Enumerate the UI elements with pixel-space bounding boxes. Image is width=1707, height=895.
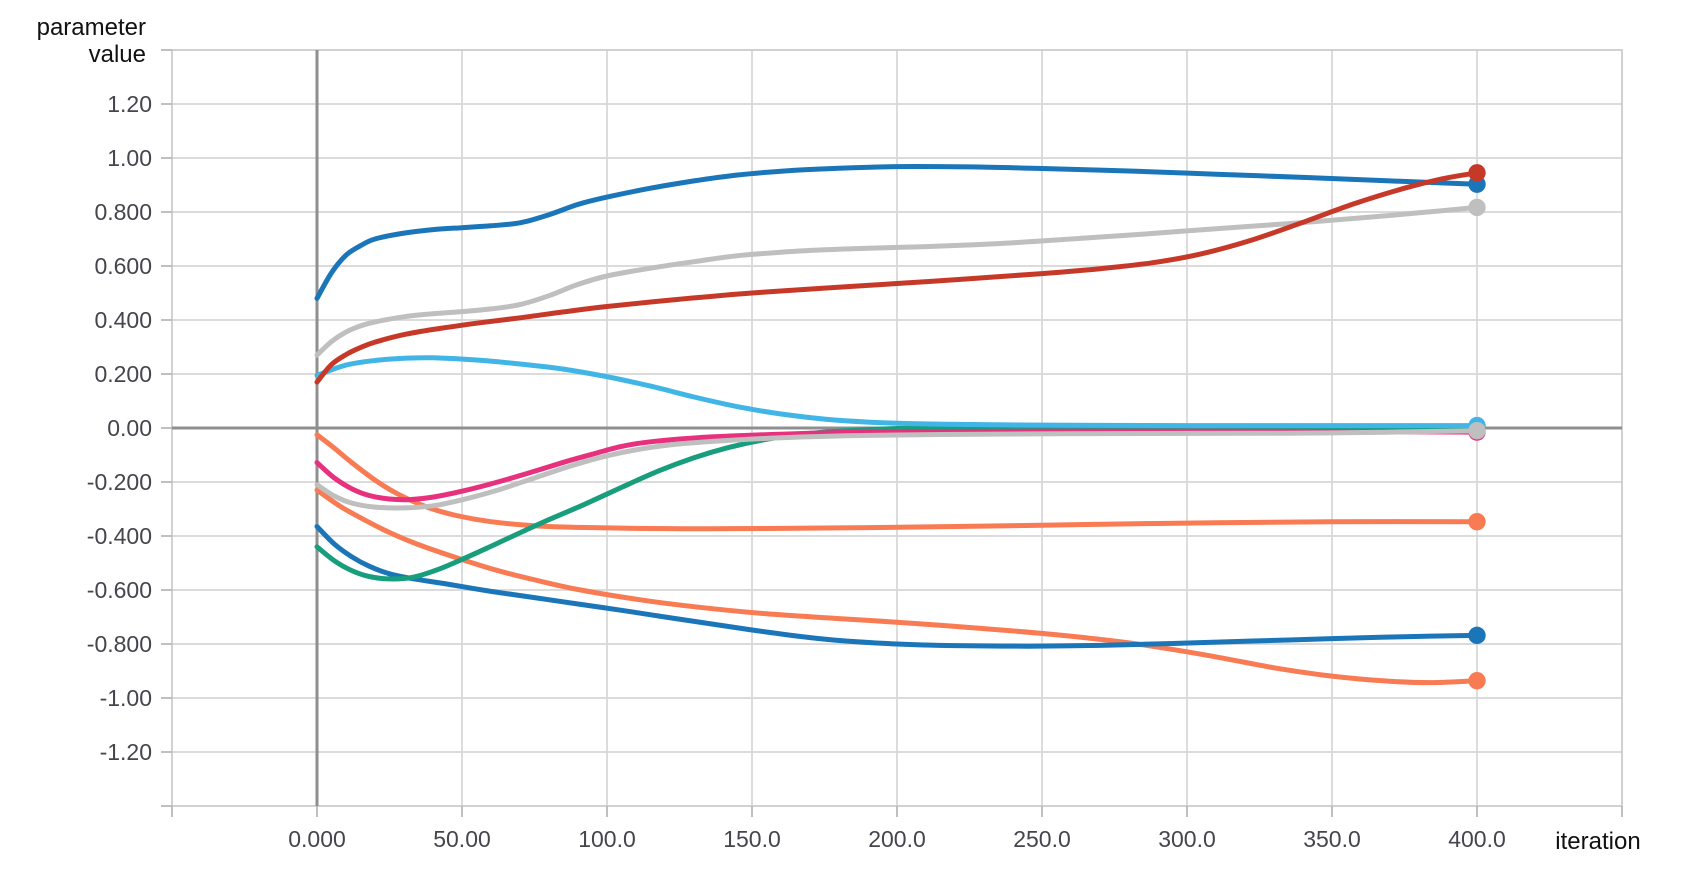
y-tick-label: -0.800 bbox=[87, 631, 152, 657]
y-tick-label: -1.00 bbox=[100, 685, 152, 711]
y-tick-label: 0.600 bbox=[94, 253, 152, 279]
x-tick-label: 0.000 bbox=[288, 826, 346, 852]
series-line-gray-top bbox=[314, 204, 1480, 358]
series-endpoint-dot-blue-low bbox=[1468, 626, 1486, 645]
series-endpoint-dot-orange-mid bbox=[1468, 512, 1486, 531]
x-tick-label: 200.0 bbox=[868, 826, 926, 852]
series-line-orange-mid bbox=[314, 432, 1480, 532]
series-line-cyan bbox=[314, 355, 1480, 429]
x-tick-label: 100.0 bbox=[578, 826, 636, 852]
y-axis-title-line2: value bbox=[89, 41, 146, 68]
y-tick-label: -0.400 bbox=[87, 523, 152, 549]
y-tick-label: 0.00 bbox=[107, 415, 152, 441]
y-tick-label: 0.800 bbox=[94, 199, 152, 225]
label-layer: 1.20 1.00 0.800 0.600 0.400 0.200 0.00 -0.200 -0… bbox=[87, 91, 1506, 852]
series-endpoint-dot-gray-low bbox=[1468, 422, 1486, 440]
series-line-red bbox=[314, 170, 1480, 385]
y-tick-label: 0.200 bbox=[94, 361, 152, 387]
series-endpoint-dot-gray-top bbox=[1468, 198, 1486, 217]
x-tick-label: 350.0 bbox=[1303, 826, 1361, 852]
y-tick-label: -0.200 bbox=[87, 469, 152, 495]
x-tick-label: 300.0 bbox=[1158, 826, 1216, 852]
y-axis-title-line1: parameter bbox=[37, 14, 146, 41]
series-line-orange-deep bbox=[314, 487, 1480, 686]
series-endpoint-dot-orange-deep bbox=[1468, 672, 1486, 690]
y-tick-label: 1.20 bbox=[107, 91, 152, 117]
y-tick-label: -1.20 bbox=[100, 739, 152, 765]
x-tick-label: 250.0 bbox=[1013, 826, 1071, 852]
series-layer bbox=[314, 164, 1486, 690]
x-axis-title: iteration bbox=[1555, 828, 1640, 855]
y-tick-label: 1.00 bbox=[107, 145, 152, 171]
series-endpoint-dot-red bbox=[1468, 164, 1486, 182]
series-line-gray-low bbox=[314, 428, 1480, 511]
x-tick-label: 50.00 bbox=[433, 826, 491, 852]
y-tick-label: 0.400 bbox=[94, 307, 152, 333]
series-line-blue-top bbox=[314, 164, 1480, 301]
y-tick-label: -0.600 bbox=[87, 577, 152, 603]
series-line-blue-low bbox=[314, 524, 1480, 649]
x-tick-label: 400.0 bbox=[1448, 826, 1506, 852]
x-tick-label: 150.0 bbox=[723, 826, 781, 852]
